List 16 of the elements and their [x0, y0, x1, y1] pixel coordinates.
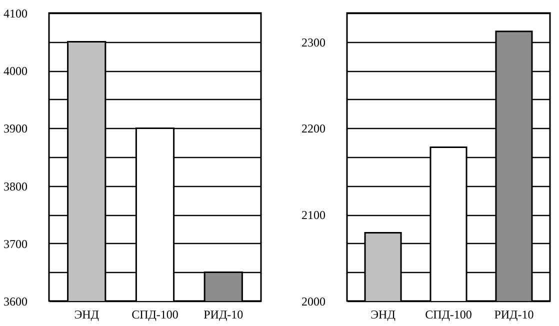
- y-tick-label: 2100: [302, 208, 326, 222]
- x-tick-label: ЭНД: [370, 308, 396, 322]
- y-tick-label: 3900: [4, 122, 28, 136]
- x-tick-label: РИД-10: [204, 308, 244, 322]
- x-tick-label: СПД-100: [425, 308, 472, 322]
- x-tick-label: РИД-10: [494, 308, 534, 322]
- y-tick-label: 2300: [302, 35, 326, 50]
- y-tick-label: 3700: [4, 236, 28, 251]
- y-tick-label: 3600: [4, 294, 28, 308]
- y-tick-label: 4000: [4, 64, 28, 78]
- y-tick-label: 2200: [302, 122, 326, 136]
- x-tick-label: СПД-100: [132, 308, 178, 322]
- y-tick-label: 3800: [4, 179, 28, 194]
- x-tick-label: ЭНД: [74, 308, 100, 322]
- y-tick-label: 2000: [302, 294, 326, 308]
- y-tick-label: 4100: [4, 6, 28, 20]
